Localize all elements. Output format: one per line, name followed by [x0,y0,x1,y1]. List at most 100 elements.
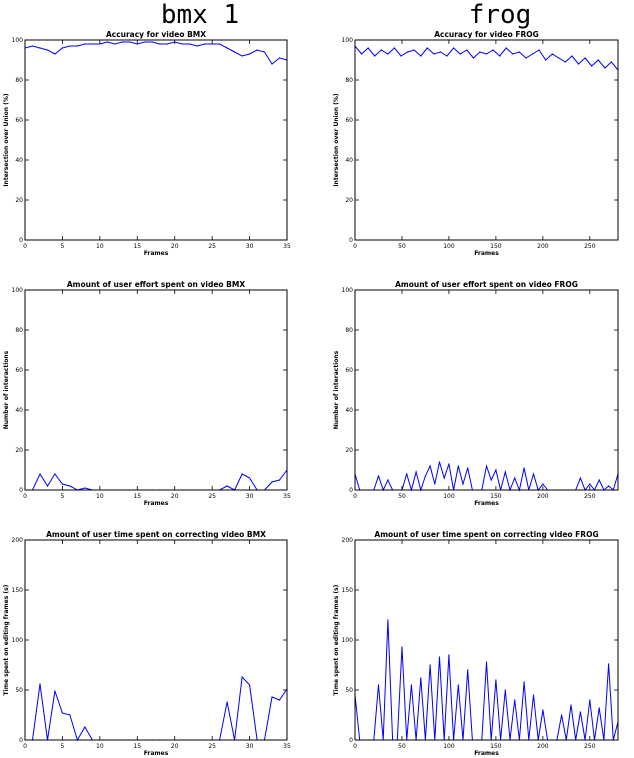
chart-title: Amount of user effort spent on video FRO… [395,280,578,289]
data-point [166,43,168,45]
series-line [25,469,288,491]
data-point [374,55,376,57]
data-point [69,45,71,47]
data-point [387,479,389,481]
plot-frame [354,539,619,741]
y-tick-label: 150 [342,587,354,594]
y-axis-label: Time spent on editing frames (s) [3,584,10,695]
data-point [564,61,566,63]
data-point [46,485,49,487]
chart-time-bmx: Amount of user time spent on correcting … [3,530,291,757]
chart-accuracy-frog: Accuracy for video FROG 0 50 100 150 200 250 0 2… [333,30,619,257]
data-point [114,43,116,45]
data-point [241,676,243,678]
chart-title: Amount of user time spent on correcting … [374,530,598,539]
data-point [485,53,488,55]
data-point [69,485,71,487]
y-tick-label: 50 [345,687,353,694]
y-tick-label: 200 [342,537,354,544]
data-point [462,483,464,485]
data-point [241,473,243,475]
y-tick-label: 80 [15,77,23,84]
chart-effort-frog: Amount of user effort spent on video FRO… [333,280,619,507]
data-point [472,57,474,59]
x-tick-label: 250 [584,493,596,500]
data-point [61,483,64,485]
plot-frame [24,539,288,741]
data-point [420,677,422,679]
data-point [523,681,525,683]
data-point [278,57,281,59]
data-point [410,684,412,686]
data-point [407,51,409,53]
x-tick-label: 150 [490,493,502,500]
data-point [433,53,435,55]
data-point [159,43,161,45]
data-point [571,55,573,57]
x-tick-label: 50 [398,493,406,500]
data-point [144,41,146,43]
x-axis-label: Frames [474,250,499,257]
column-title-frog: frog [468,0,532,30]
x-tick-label: 100 [443,243,455,250]
data-point [608,663,610,665]
data-point [249,477,251,479]
data-point [39,47,41,49]
data-point [278,699,281,701]
data-point [84,487,86,489]
data-point [523,467,525,469]
x-tick-label: 30 [246,493,254,500]
x-tick-label: 35 [283,743,291,750]
x-tick-label: 25 [208,743,216,750]
data-point [438,461,441,463]
data-point [196,45,198,47]
series-line [354,619,619,741]
data-point [380,49,382,51]
data-point [278,479,281,481]
y-tick-label: 80 [15,327,23,334]
x-tick-label: 50 [398,743,406,750]
data-point [54,473,56,475]
data-point [426,47,428,49]
y-tick-label: 0 [349,737,353,744]
data-point [542,709,544,711]
data-point [406,473,408,475]
x-tick-label: 100 [443,493,455,500]
data-point [558,57,560,59]
y-tick-label: 100 [12,287,24,294]
data-point [457,465,459,467]
x-tick-label: 30 [246,743,254,750]
data-point [439,51,442,53]
data-point [504,471,506,473]
data-point [424,475,426,477]
data-point [561,714,563,716]
x-tick-label: 150 [490,743,502,750]
data-point [448,654,450,656]
data-point [466,49,468,51]
y-tick-label: 20 [345,197,353,204]
y-axis-label: Intersection over Union (%) [3,93,10,187]
x-tick-label: 0 [353,493,357,500]
data-point [84,43,86,45]
x-tick-label: 5 [61,243,65,250]
data-point [490,479,492,481]
plot-frame [354,39,619,241]
x-tick-label: 0 [353,243,357,250]
x-tick-label: 30 [246,243,254,250]
data-point [226,485,228,487]
data-point [54,690,56,692]
data-point [525,57,527,59]
data-point [61,712,64,714]
data-point [446,55,448,57]
data-point [271,481,273,483]
data-point [504,689,506,691]
column-title-bmx: bmx 1 [160,0,240,30]
data-point [271,696,273,698]
data-point [579,711,581,713]
data-point [219,43,221,45]
data-point [448,463,450,465]
plot-frame [24,39,288,241]
x-tick-label: 10 [96,243,104,250]
data-point [69,714,71,716]
y-tick-label: 50 [15,687,23,694]
